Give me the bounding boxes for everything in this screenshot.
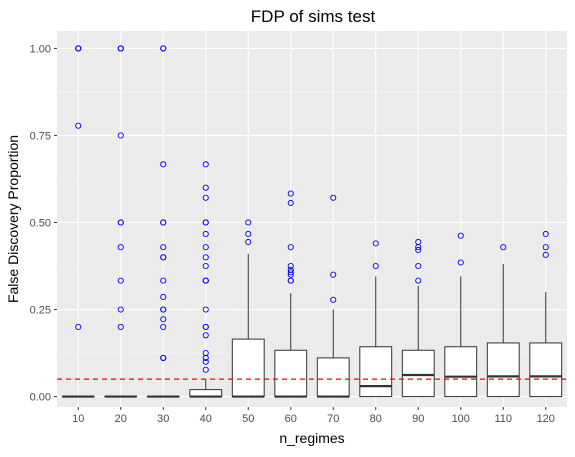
- box: [275, 350, 307, 396]
- x-tick-label: 10: [72, 413, 84, 425]
- y-tick-label: 0.25: [30, 305, 51, 317]
- x-tick-label: 60: [285, 413, 297, 425]
- x-tick-label: 120: [537, 413, 555, 425]
- box: [317, 358, 349, 397]
- box: [360, 347, 392, 397]
- x-tick-label: 50: [242, 413, 254, 425]
- y-tick-label: 0.50: [30, 217, 51, 229]
- x-tick-label: 110: [494, 413, 512, 425]
- x-tick-label: 40: [200, 413, 212, 425]
- x-tick-label: 70: [327, 413, 339, 425]
- chart-title: FDP of sims test: [251, 7, 376, 26]
- x-tick-label: 30: [157, 413, 169, 425]
- box: [232, 339, 264, 396]
- y-tick-label: 0.75: [30, 130, 51, 142]
- y-axis: 0.00 0.25 0.50 0.75 1.00: [30, 43, 57, 403]
- x-tick-label: 90: [412, 413, 424, 425]
- box: [530, 343, 562, 397]
- y-tick-label: 1.00: [30, 43, 51, 55]
- box: [445, 347, 477, 397]
- y-axis-title: False Discovery Proportion: [5, 135, 21, 303]
- x-axis: 10 20 30 40 50 60 70 80 90 100 110 120: [72, 407, 555, 425]
- x-tick-label: 20: [115, 413, 127, 425]
- y-tick-label: 0.00: [30, 392, 51, 404]
- box: [402, 350, 434, 396]
- x-tick-label: 80: [370, 413, 382, 425]
- x-axis-title: n_regimes: [279, 430, 344, 446]
- x-tick-label: 100: [452, 413, 470, 425]
- box: [487, 343, 519, 397]
